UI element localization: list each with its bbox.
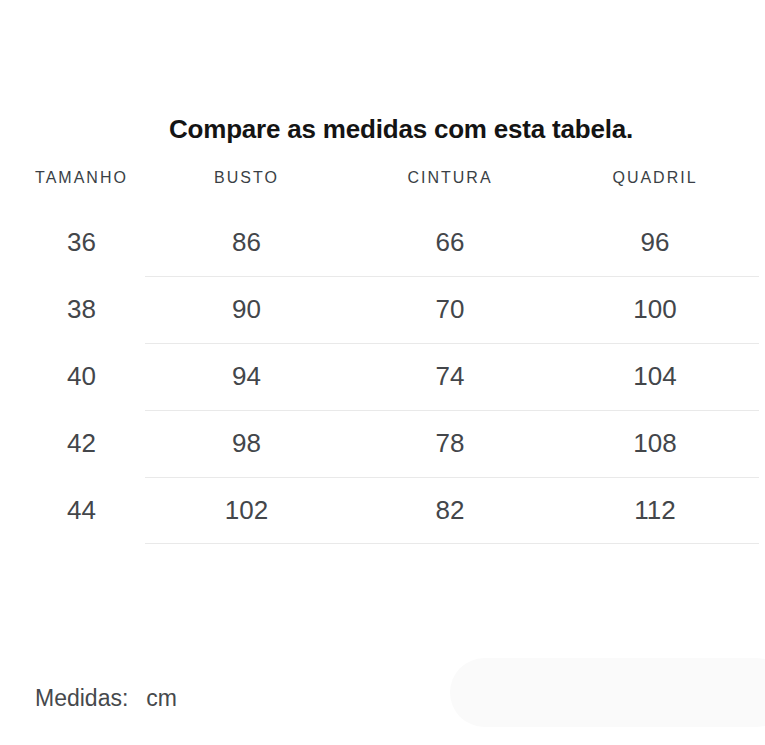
cell-size: 40: [0, 361, 163, 392]
pill-background: [450, 658, 765, 727]
cell-waist: 70: [330, 294, 570, 325]
size-table: TAMANHO BUSTO CINTURA QUADRIL 36 86 66 9…: [0, 147, 765, 544]
cell-waist: 66: [330, 227, 570, 258]
cell-bust: 94: [163, 361, 330, 392]
cell-hip: 108: [570, 428, 740, 459]
header-cell-cintura: CINTURA: [330, 169, 570, 187]
table-row: 38 90 70 100: [0, 276, 765, 343]
cell-waist: 78: [330, 428, 570, 459]
cell-bust: 86: [163, 227, 330, 258]
table-row: 42 98 78 108: [0, 410, 765, 477]
header-cell-busto: BUSTO: [163, 169, 330, 187]
cell-hip: 100: [570, 294, 740, 325]
cell-hip: 112: [570, 495, 740, 526]
measurements-note: Medidas: cm: [35, 684, 177, 712]
table-row: 44 102 82 112: [0, 477, 765, 544]
cell-size: 42: [0, 428, 163, 459]
header-cell-tamanho: TAMANHO: [0, 169, 163, 187]
cell-waist: 74: [330, 361, 570, 392]
size-guide-page: Compare as medidas com esta tabela. TAMA…: [0, 0, 765, 745]
cell-size: 36: [0, 227, 163, 258]
cell-bust: 102: [163, 495, 330, 526]
cell-hip: 104: [570, 361, 740, 392]
cell-bust: 90: [163, 294, 330, 325]
measurements-label: Medidas:: [35, 684, 128, 712]
page-title: Compare as medidas com esta tabela.: [0, 0, 765, 144]
cell-waist: 82: [330, 495, 570, 526]
cell-bust: 98: [163, 428, 330, 459]
table-row: 36 86 66 96: [0, 209, 765, 276]
cell-size: 44: [0, 495, 163, 526]
table-header-row: TAMANHO BUSTO CINTURA QUADRIL: [0, 147, 765, 209]
cell-hip: 96: [570, 227, 740, 258]
table-row: 40 94 74 104: [0, 343, 765, 410]
cell-size: 38: [0, 294, 163, 325]
header-cell-quadril: QUADRIL: [570, 169, 740, 187]
measurements-unit: cm: [146, 684, 177, 712]
